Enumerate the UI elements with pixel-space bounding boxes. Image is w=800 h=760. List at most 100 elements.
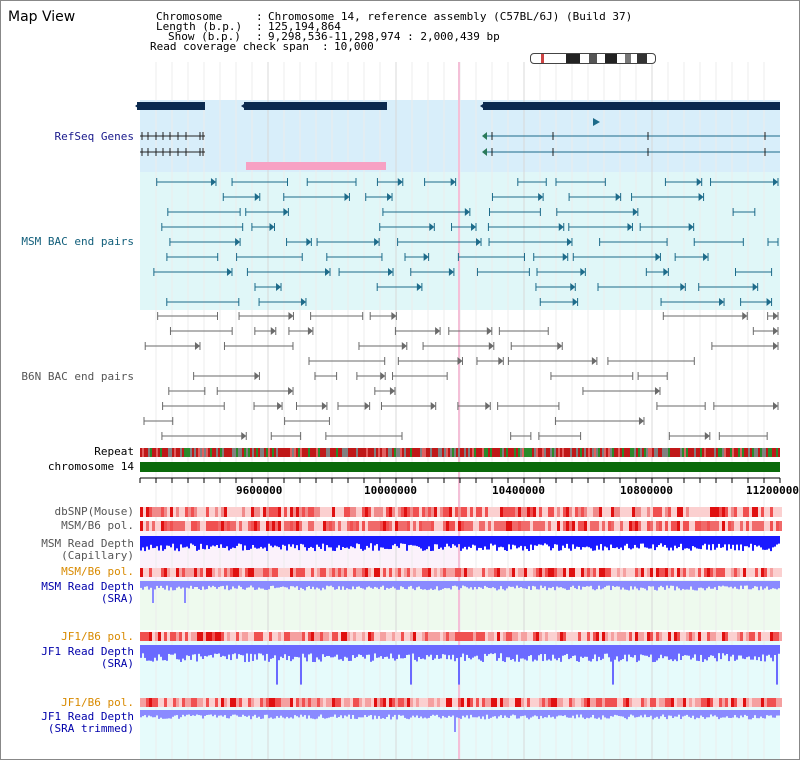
read-depth-bar xyxy=(626,710,628,720)
label-msm-b6-pol-1: MSM/B6 pol. xyxy=(61,519,134,532)
read-depth-bar xyxy=(164,536,166,550)
polymorphism-cell xyxy=(479,521,482,531)
read-depth-bar xyxy=(156,581,158,586)
read-depth-bar xyxy=(418,645,420,658)
repeat-segment xyxy=(670,448,672,457)
read-depth-bar xyxy=(630,581,632,587)
read-depth-bar xyxy=(606,710,608,719)
polymorphism-cell xyxy=(611,507,614,517)
repeat-segment xyxy=(414,448,416,457)
polymorphism-cell xyxy=(245,698,248,707)
polymorphism-cell xyxy=(632,507,635,517)
read-depth-bar xyxy=(244,581,246,590)
polymorphism-cell xyxy=(368,698,371,707)
polymorphism-cell xyxy=(377,698,380,707)
read-depth-bar xyxy=(718,581,720,586)
polymorphism-cell xyxy=(413,507,416,517)
read-depth-bar xyxy=(296,581,298,587)
read-depth-bar xyxy=(232,645,234,655)
read-depth-bar xyxy=(548,645,550,660)
repeat-segment xyxy=(660,448,662,457)
read-depth-bar xyxy=(422,536,424,551)
read-depth-bar xyxy=(584,536,586,548)
read-depth-bar xyxy=(620,536,622,548)
polymorphism-cell xyxy=(401,507,404,517)
polymorphism-cell xyxy=(686,507,689,517)
read-depth-bar xyxy=(712,581,714,589)
polymorphism-cell xyxy=(254,521,257,531)
polymorphism-cell xyxy=(356,568,359,577)
polymorphism-cell xyxy=(623,632,626,641)
read-depth-bar xyxy=(550,645,552,661)
msm-bac-pair-arrow xyxy=(570,283,576,291)
read-depth-bar xyxy=(406,536,408,551)
read-depth-bar xyxy=(754,536,756,546)
polymorphism-cell xyxy=(467,632,470,641)
repeat-segment xyxy=(300,448,302,457)
polymorphism-cell xyxy=(260,698,263,707)
read-depth-bar xyxy=(446,581,448,589)
read-depth-bar xyxy=(758,645,760,658)
repeat-segment xyxy=(552,448,554,457)
read-depth-bar xyxy=(226,536,228,547)
read-depth-bar xyxy=(688,645,690,656)
read-depth-bar xyxy=(458,536,460,545)
polymorphism-cell xyxy=(695,698,698,707)
polymorphism-cell xyxy=(347,507,350,517)
polymorphism-cell xyxy=(341,507,344,517)
read-depth-bar xyxy=(544,645,546,655)
read-depth-bar xyxy=(182,581,184,588)
polymorphism-cell xyxy=(428,507,431,517)
label-jf1-depth-sra-1: JF1 Read Depth xyxy=(41,645,134,658)
read-depth-bar xyxy=(238,710,240,717)
read-depth-bar xyxy=(474,645,476,657)
polymorphism-cell xyxy=(263,507,266,517)
repeat-segment xyxy=(176,448,178,457)
polymorphism-cell xyxy=(398,521,401,531)
repeat-segment xyxy=(268,448,270,457)
polymorphism-cell xyxy=(359,568,362,577)
read-depth-bar xyxy=(582,581,584,587)
read-depth-bar xyxy=(772,710,774,718)
polymorphism-cell xyxy=(308,632,311,641)
read-depth-bar xyxy=(540,581,542,586)
read-depth-bar xyxy=(446,536,448,544)
read-depth-bar xyxy=(708,536,710,545)
repeat-segment xyxy=(220,448,222,457)
polymorphism-cell xyxy=(158,521,161,531)
read-depth-bar xyxy=(392,645,394,659)
read-depth-bar xyxy=(380,645,382,657)
read-depth-bar xyxy=(696,536,698,549)
read-depth-bar xyxy=(258,710,260,717)
info-chromosome-sep: : xyxy=(256,10,263,23)
polymorphism-cell xyxy=(587,632,590,641)
polymorphism-cell xyxy=(746,632,749,641)
polymorphism-cell xyxy=(179,632,182,641)
polymorphism-cell xyxy=(524,507,527,517)
polymorphism-cell xyxy=(323,632,326,641)
polymorphism-cell xyxy=(368,521,371,531)
info-length-sep: : xyxy=(256,20,263,33)
polymorphism-cell xyxy=(389,632,392,641)
read-depth-bar xyxy=(496,581,498,591)
read-depth-bar xyxy=(362,581,364,589)
polymorphism-cell xyxy=(386,698,389,707)
polymorphism-cell xyxy=(494,698,497,707)
read-depth-bar xyxy=(220,581,222,587)
read-depth-bar xyxy=(258,645,260,654)
chromosome-ideogram[interactable] xyxy=(530,53,656,64)
read-depth-bar xyxy=(320,710,322,715)
polymorphism-cell xyxy=(257,698,260,707)
polymorphism-cell xyxy=(533,507,536,517)
polymorphism-cell xyxy=(506,698,509,707)
read-depth-bar xyxy=(678,581,680,589)
read-depth-bar xyxy=(360,710,362,718)
read-depth-bar xyxy=(522,645,524,659)
read-depth-bar xyxy=(534,645,536,660)
polymorphism-cell xyxy=(620,521,623,531)
b6n-bac-pair-arrow xyxy=(591,357,597,365)
repeat-segment xyxy=(638,448,640,457)
polymorphism-cell xyxy=(311,521,314,531)
repeat-segment xyxy=(762,448,764,457)
